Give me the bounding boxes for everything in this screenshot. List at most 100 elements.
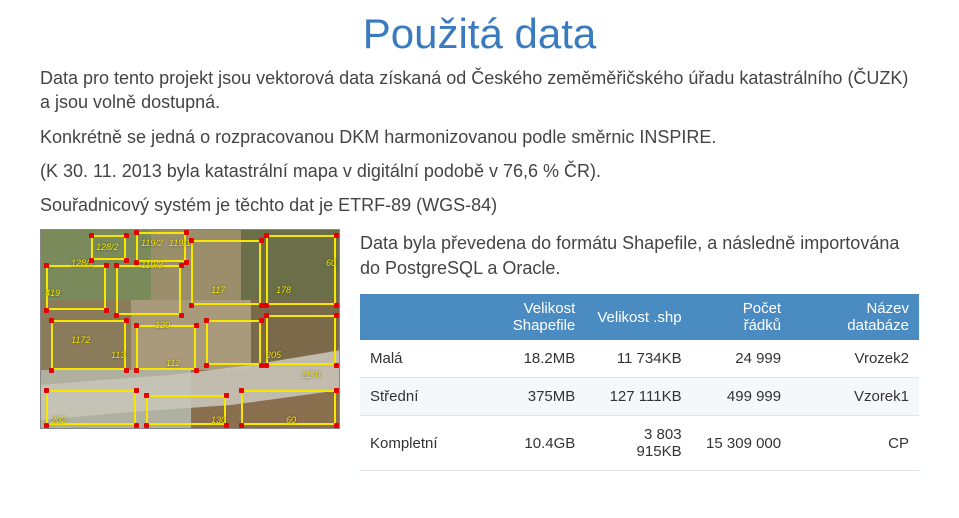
vertex-marker <box>89 233 94 238</box>
vertex-marker <box>114 313 119 318</box>
parcel-label: 60 <box>286 415 296 425</box>
paragraph-3: (K 30. 11. 2013 byla katastrální mapa v … <box>40 159 919 183</box>
vertex-marker <box>89 258 94 263</box>
vertex-marker <box>49 318 54 323</box>
vertex-marker <box>124 233 129 238</box>
parcel-label: 179 <box>71 427 86 429</box>
parcel-label: 119/1 <box>169 238 191 248</box>
vertex-marker <box>189 238 194 243</box>
vertex-marker <box>259 238 264 243</box>
vertex-marker <box>44 308 49 313</box>
col-row-count: Počet řádků <box>692 294 792 340</box>
vertex-marker <box>224 393 229 398</box>
table-cell: Malá <box>360 340 448 378</box>
slide-title: Použitá data <box>40 10 919 58</box>
table-cell: 3 803 915KB <box>585 416 691 471</box>
vertex-marker <box>239 423 244 428</box>
parcel-label: 205 <box>266 350 281 360</box>
parcel-label: 119/3 <box>141 260 163 270</box>
vertex-marker <box>334 303 339 308</box>
table-cell: 15 309 000 <box>692 416 792 471</box>
table-cell: 499 999 <box>692 378 792 416</box>
vertex-marker <box>264 233 269 238</box>
vertex-marker <box>44 263 49 268</box>
vertex-marker <box>184 260 189 265</box>
table-cell: 375MB <box>448 378 586 416</box>
vertex-marker <box>224 423 229 428</box>
vertex-marker <box>264 313 269 318</box>
vertex-marker <box>204 318 209 323</box>
parcel-label: 120 <box>155 320 170 330</box>
vertex-marker <box>134 260 139 265</box>
vertex-marker <box>44 423 49 428</box>
vertex-marker <box>44 388 49 393</box>
vertex-marker <box>134 230 139 235</box>
parcel-label: 112 <box>166 358 180 368</box>
paragraph-1: Data pro tento projekt jsou vektorová da… <box>40 66 919 115</box>
slide: Použitá data Data pro tento projekt jsou… <box>0 0 959 518</box>
table-cell: 11 734KB <box>585 340 691 378</box>
datasets-table: Velikost Shapefile Velikost .shp Počet ř… <box>360 294 919 471</box>
vertex-marker <box>264 303 269 308</box>
parcel <box>191 240 261 305</box>
right-column: Data byla převedena do formátu Shapefile… <box>360 229 919 471</box>
table-cell: Střední <box>360 378 448 416</box>
parcel-label: 117 <box>211 285 225 295</box>
col-db-name: Název databáze <box>791 294 919 340</box>
table-cell: Vzorek1 <box>791 378 919 416</box>
vertex-marker <box>179 263 184 268</box>
vertex-marker <box>184 230 189 235</box>
parcel-label: 202 <box>51 415 66 425</box>
col-shp-size: Velikost .shp <box>585 294 691 340</box>
vertex-marker <box>194 323 199 328</box>
vertex-marker <box>334 313 339 318</box>
shapefile-note: Data byla převedena do formátu Shapefile… <box>360 231 919 280</box>
table-cell: 24 999 <box>692 340 792 378</box>
parcel-label: 113 <box>111 350 125 360</box>
vertex-marker <box>194 368 199 373</box>
vertex-marker <box>104 263 109 268</box>
parcel-label: 1172 <box>71 335 90 345</box>
parcel <box>51 320 126 370</box>
col-shapefile-size: Velikost Shapefile <box>448 294 586 340</box>
map-wrap: 128/2128/1119/2119/1119/3117178604191172… <box>40 229 340 429</box>
parcel <box>206 320 261 365</box>
parcel <box>116 265 181 315</box>
vertex-marker <box>124 368 129 373</box>
lower-row: 128/2128/1119/2119/1119/3117178604191172… <box>40 229 919 471</box>
parcel-label: 128/2 <box>96 242 119 252</box>
parcel-label: 119/2 <box>141 238 163 248</box>
table-header-row: Velikost Shapefile Velikost .shp Počet ř… <box>360 294 919 340</box>
table-cell: 18.2MB <box>448 340 586 378</box>
table-row: Malá18.2MB11 734KB24 999Vrozek2 <box>360 340 919 378</box>
table-row: Kompletní10.4GB3 803 915KB15 309 000CP <box>360 416 919 471</box>
paragraph-2: Konkrétně se jedná o rozpracovanou DKM h… <box>40 125 919 149</box>
parcel-label: 60 <box>326 258 336 268</box>
vertex-marker <box>334 233 339 238</box>
parcel-label: 419 <box>45 288 60 298</box>
vertex-marker <box>334 388 339 393</box>
vertex-marker <box>134 368 139 373</box>
vertex-marker <box>124 318 129 323</box>
vertex-marker <box>334 423 339 428</box>
vertex-marker <box>204 363 209 368</box>
vertex-marker <box>144 393 149 398</box>
vertex-marker <box>179 313 184 318</box>
vertex-marker <box>134 388 139 393</box>
vertex-marker <box>264 363 269 368</box>
table-cell: 10.4GB <box>448 416 586 471</box>
vertex-marker <box>49 368 54 373</box>
table-cell: Kompletní <box>360 416 448 471</box>
vertex-marker <box>124 258 129 263</box>
parcel-label: 178 <box>276 285 291 295</box>
cadastral-map: 128/2128/1119/2119/1119/3117178604191172… <box>40 229 340 429</box>
vertex-marker <box>239 388 244 393</box>
parcel-label: 1170 <box>301 370 320 380</box>
col-name <box>360 294 448 340</box>
vertex-marker <box>134 423 139 428</box>
vertex-marker <box>134 323 139 328</box>
paragraph-4: Souřadnicový systém je těchto dat je ETR… <box>40 193 919 217</box>
table-row: Střední375MB127 111KB499 999Vzorek1 <box>360 378 919 416</box>
vertex-marker <box>189 303 194 308</box>
vertex-marker <box>114 263 119 268</box>
